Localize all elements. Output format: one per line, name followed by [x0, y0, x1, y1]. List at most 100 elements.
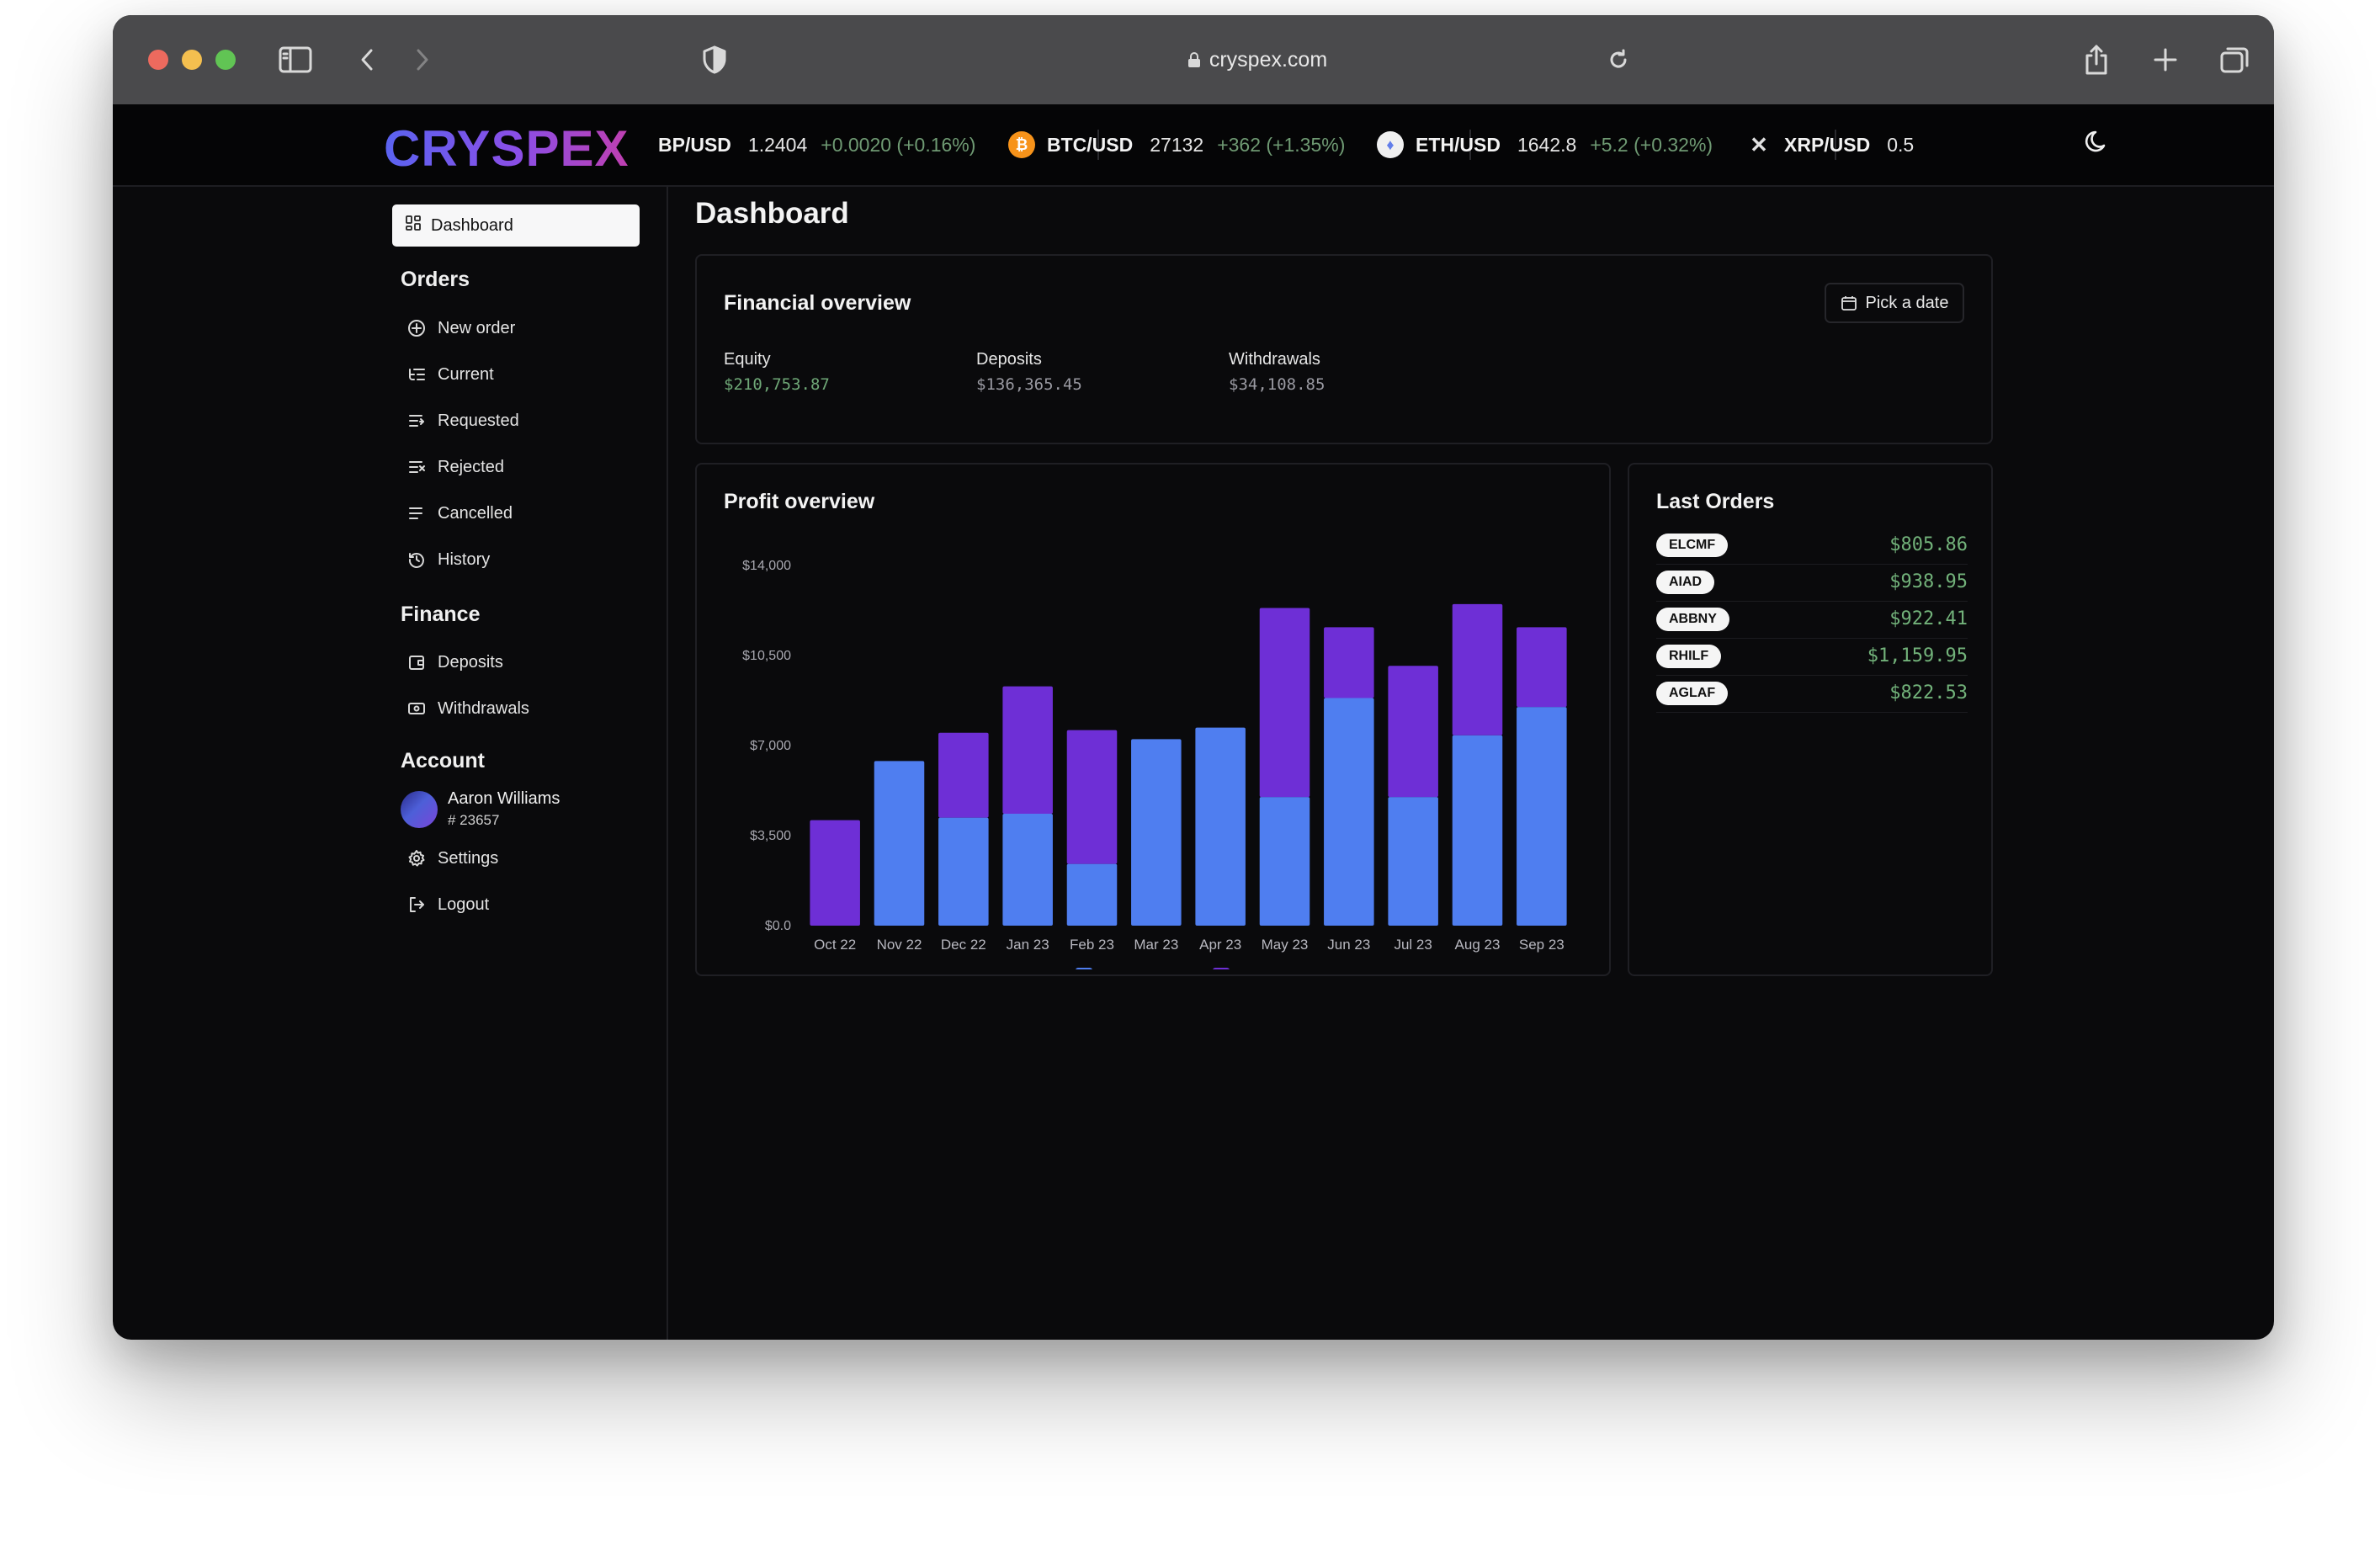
ticker-ethusd: ♦ ETH/USD 1642.8 +5.2 (+0.32%) [1377, 104, 1713, 185]
sidebar-item-rejected[interactable]: Rejected [406, 450, 504, 484]
avatar [401, 790, 438, 828]
section-title-finance: Finance [401, 603, 481, 626]
banknote-icon [406, 698, 428, 719]
ticker-symbol: XRP/USD [1784, 133, 1871, 156]
order-ticker-badge: ELCMF [1656, 534, 1729, 557]
sidebar: Dashboard Orders New order Current Reque… [113, 185, 668, 1340]
sidebar-item-label: Current [438, 364, 494, 384]
stat-label-deposits: Deposits [976, 350, 1042, 369]
x-tick-label: Oct 22 [814, 937, 856, 953]
section-title-orders: Orders [401, 268, 470, 291]
sidebar-item-label: History [438, 550, 491, 569]
bar-premarket [1324, 698, 1374, 926]
sidebar-item-label: Requested [438, 411, 519, 430]
sidebar-item-requested[interactable]: Requested [406, 404, 519, 438]
moon-icon[interactable] [2084, 128, 2111, 155]
calendar-icon [1841, 296, 1857, 311]
sidebar-item-history[interactable]: History [406, 543, 490, 576]
sidebar-toggle-icon[interactable] [276, 40, 315, 79]
bar-premarket [1131, 739, 1182, 926]
user-name: Aaron Williams [448, 789, 560, 808]
bar-premarket [938, 817, 989, 926]
order-row[interactable]: AIAD $938.95 [1656, 565, 1968, 602]
bar-common [1324, 627, 1374, 698]
cryspex-logo[interactable]: CRYSPEX [384, 120, 630, 177]
ticker-btcusd: ₿ BTC/USD 27132 +362 (+1.35%) [1008, 104, 1345, 185]
privacy-shield-icon[interactable] [695, 40, 734, 79]
y-tick-label: $0.0 [765, 919, 791, 933]
sidebar-item-settings[interactable]: Settings [406, 842, 498, 875]
ticker-symbol: BP/USD [658, 133, 731, 156]
sidebar-item-label: Logout [438, 895, 490, 914]
lock-icon [1187, 52, 1200, 67]
stat-value-equity: $210,753.87 [724, 375, 830, 394]
order-amount: $1,159.95 [1867, 645, 1968, 666]
bar-premarket [1066, 863, 1118, 926]
user-profile[interactable]: Aaron Williams # 23657 [401, 789, 560, 829]
browser-toolbar: cryspex.com [113, 15, 2274, 104]
order-ticker-badge: AIAD [1656, 571, 1715, 594]
legend-label: Common [1238, 968, 1303, 969]
sidebar-item-label: Withdrawals [438, 698, 529, 718]
order-row[interactable]: AGLAF $822.53 [1656, 677, 1968, 713]
order-row[interactable]: RHILF $1,159.95 [1656, 640, 1968, 676]
bar-premarket [874, 761, 925, 926]
profit-chart: $0.0 $3,500 $7,000 $10,500 $14,000 Oct 22 Nov … [742, 559, 1567, 969]
share-icon[interactable] [2077, 40, 2116, 79]
x-tick-label: May 23 [1262, 937, 1309, 953]
x-tick-label: Jun 23 [1327, 937, 1370, 953]
bar-common [938, 732, 989, 818]
wallet-icon [406, 651, 428, 673]
ticker-price: 27132 [1150, 133, 1204, 156]
zoom-window-button[interactable] [215, 50, 236, 70]
ticker-divider [1469, 130, 1471, 160]
bar-common [1517, 627, 1567, 708]
sidebar-item-deposits[interactable]: Deposits [406, 645, 503, 679]
order-ticker-badge: ABBNY [1656, 608, 1729, 631]
ticker-change: +5.2 (+0.32%) [1590, 133, 1713, 156]
forward-icon[interactable] [402, 40, 441, 79]
ticker-price: 1.2404 [747, 133, 808, 156]
stat-label-equity: Equity [724, 350, 771, 369]
x-tick-label: Nov 22 [877, 937, 922, 953]
order-row[interactable]: ABBNY $922.41 [1656, 603, 1968, 639]
legend-swatch [1076, 968, 1092, 969]
sidebar-item-logout[interactable]: Logout [406, 888, 489, 921]
sidebar-item-cancelled[interactable]: Cancelled [406, 496, 513, 530]
ethereum-icon: ♦ [1377, 131, 1404, 158]
pick-date-button[interactable]: Pick a date [1825, 283, 1964, 323]
dashboard-icon [406, 215, 421, 236]
bar-premarket [1388, 797, 1438, 926]
ticker-symbol: ETH/USD [1416, 133, 1501, 156]
bar-common [1066, 730, 1118, 864]
bar-premarket [1517, 707, 1567, 926]
reload-icon[interactable] [1599, 40, 1638, 79]
x-tick-label: Aug 23 [1455, 937, 1501, 953]
card-title: Profit overview [724, 490, 875, 513]
address-bar[interactable]: cryspex.com [1114, 42, 1400, 77]
y-tick-label: $3,500 [750, 829, 791, 843]
sidebar-item-current[interactable]: Current [406, 358, 494, 391]
sidebar-item-label: Cancelled [438, 503, 513, 523]
pick-date-label: Pick a date [1865, 293, 1949, 312]
bar-common [1002, 686, 1053, 815]
plus-circle-icon [406, 317, 428, 339]
order-amount: $822.53 [1889, 682, 1968, 703]
app-header: CRYSPEX BP/USD 1.2404 +0.0020 (+0.16%) ₿… [113, 104, 2274, 187]
ticker-bpusd: BP/USD 1.2404 +0.0020 (+0.16%) [658, 104, 975, 185]
back-icon[interactable] [348, 40, 387, 79]
close-window-button[interactable] [148, 50, 168, 70]
ticker-change: +0.0020 (+0.16%) [821, 133, 976, 156]
order-amount: $805.86 [1889, 534, 1968, 555]
sidebar-item-new-order[interactable]: New order [406, 311, 515, 345]
new-tab-icon[interactable] [2146, 40, 2185, 79]
minimize-window-button[interactable] [182, 50, 202, 70]
tab-overview-icon[interactable] [2215, 40, 2254, 79]
stat-label-withdrawals: Withdrawals [1229, 350, 1320, 369]
sidebar-item-withdrawals[interactable]: Withdrawals [406, 692, 529, 725]
financial-overview-card: Financial overview Pick a date Equity $2… [695, 254, 1993, 444]
order-amount: $922.41 [1889, 608, 1968, 629]
sidebar-item-dashboard[interactable]: Dashboard [392, 204, 640, 247]
order-row[interactable]: ELCMF $805.86 [1656, 528, 1968, 565]
legend-swatch [1213, 968, 1230, 969]
